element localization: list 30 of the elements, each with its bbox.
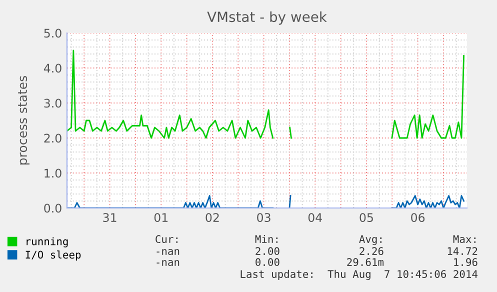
x-tick-label: 03 xyxy=(257,213,270,222)
text: -nan xyxy=(156,260,180,266)
y-tick-label: 2.0 xyxy=(44,134,62,143)
y-tick-label: 3.0 xyxy=(44,98,62,108)
text: Last update: Thu Aug 7 10:45:06 2014 xyxy=(240,270,478,280)
text: Max: xyxy=(453,235,476,244)
y-tick-label: 1.0 xyxy=(44,168,62,178)
text: 1.96 xyxy=(454,258,478,266)
chart-title: VMstat - by week xyxy=(207,11,327,25)
y-tick-label: 0.0 xyxy=(44,204,62,213)
text: 29.61m xyxy=(347,258,384,266)
legend-label: I/O sleep xyxy=(26,250,81,261)
legend-label: running xyxy=(26,237,68,248)
text: Min: xyxy=(255,234,278,243)
text: 2.26 xyxy=(360,247,384,256)
text: Cur: xyxy=(156,235,178,244)
x-tick-label: 05 xyxy=(360,213,373,222)
y-tick-label: 4.0 xyxy=(44,64,62,73)
text: 0.00 xyxy=(256,258,280,266)
x-tick-label: 31 xyxy=(103,213,116,222)
y-tick-label: 5.0 xyxy=(44,28,62,38)
y-axis-title: process states xyxy=(18,76,30,164)
text: 14.72 xyxy=(448,247,478,255)
x-tick-label: 02 xyxy=(206,213,219,222)
text: 2.00 xyxy=(256,247,280,256)
x-tick-label: 01 xyxy=(154,213,168,222)
text: Avg: xyxy=(359,235,382,246)
x-tick-label: 04 xyxy=(308,213,322,222)
text: -nan xyxy=(156,249,180,256)
x-tick-label: 06 xyxy=(411,213,425,222)
